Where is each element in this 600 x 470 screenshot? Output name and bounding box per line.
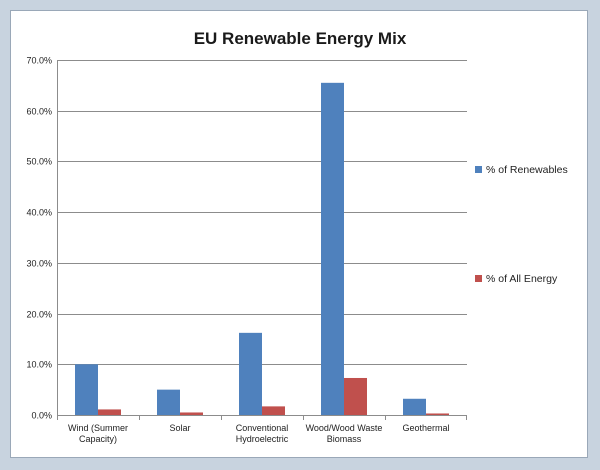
legend-swatch bbox=[475, 275, 482, 282]
y-tick-labels: 0.0% 10.0% 20.0% 30.0% 40.0% 50.0% 60.0% 70.0% bbox=[26, 56, 52, 421]
legend-label: % of All Energy bbox=[486, 273, 558, 285]
y-tick-label: 30.0% bbox=[26, 259, 52, 269]
y-tick-label: 50.0% bbox=[26, 157, 52, 167]
legend-swatch bbox=[475, 166, 482, 173]
x-category-label: Geothermal bbox=[402, 423, 449, 433]
x-category-label: Wood/Wood Waste Biomass bbox=[306, 423, 383, 444]
bar-renewables bbox=[157, 389, 180, 415]
x-category-label: Conventional Hydroelectric bbox=[236, 423, 289, 444]
chart-title: EU Renewable Energy Mix bbox=[194, 29, 407, 48]
bar-all-energy bbox=[344, 377, 367, 415]
bar-renewables bbox=[239, 332, 262, 415]
bar-renewables bbox=[403, 398, 426, 415]
y-tick-label: 60.0% bbox=[26, 107, 52, 117]
y-tick-label: 70.0% bbox=[26, 56, 52, 66]
bar-renewables bbox=[321, 82, 344, 416]
y-tick-label: 0.0% bbox=[31, 411, 52, 421]
y-tick-label: 20.0% bbox=[26, 310, 52, 320]
bar-all-energy bbox=[98, 409, 121, 415]
legend: % of Renewables % of All Energy bbox=[475, 164, 568, 285]
x-category-label: Wind (Summer Capacity) bbox=[68, 423, 128, 444]
bar-all-energy bbox=[262, 406, 285, 415]
bars bbox=[75, 82, 449, 416]
x-category-label: Solar bbox=[169, 423, 190, 433]
axes bbox=[57, 60, 467, 420]
bar-renewables bbox=[75, 364, 98, 415]
bar-all-energy bbox=[426, 413, 449, 415]
bar-all-energy bbox=[180, 412, 203, 415]
x-category-labels: Wind (Summer Capacity) Solar Conventional Hy… bbox=[68, 423, 450, 444]
legend-label: % of Renewables bbox=[486, 164, 568, 176]
y-tick-label: 40.0% bbox=[26, 208, 52, 218]
chart-frame bbox=[10, 10, 588, 458]
y-tick-label: 10.0% bbox=[26, 360, 52, 370]
